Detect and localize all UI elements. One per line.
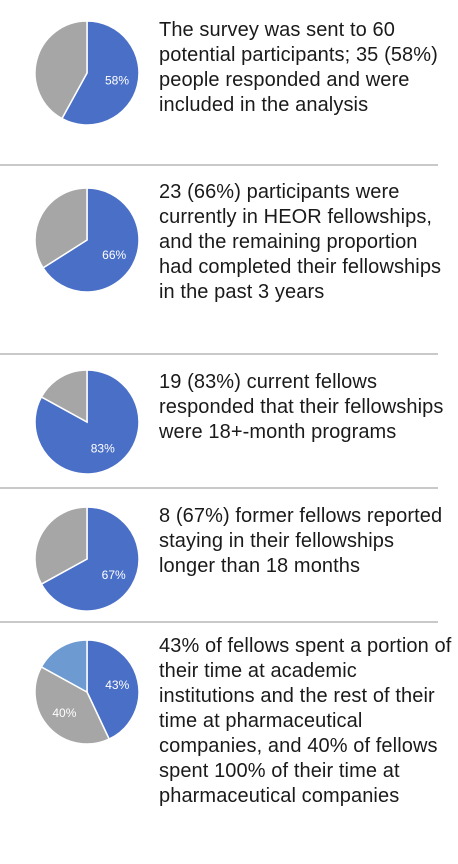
- pie-slice: [34, 506, 88, 586]
- pie-slice: [86, 639, 140, 741]
- pie-slice-label: 40%: [52, 706, 76, 720]
- pie-slice: [40, 369, 88, 424]
- pie-chart-program-length: 83%: [34, 369, 140, 475]
- row-divider: [0, 164, 438, 166]
- pie-chart-current-fellows: 66%: [34, 187, 140, 293]
- pie-slice: [34, 187, 88, 269]
- pie-slice-label: 67%: [102, 568, 126, 582]
- stat-text-current-fellows: 23 (66%) participants were currently in …: [159, 181, 442, 303]
- stat-text-former-fellows: 8 (67%) former fellows reported staying …: [159, 505, 443, 577]
- pie-slice: [60, 20, 140, 126]
- row-divider: [0, 621, 438, 623]
- pie-slice-label: 43%: [105, 678, 129, 692]
- pie-slice: [40, 639, 88, 694]
- row-divider: [0, 487, 438, 489]
- pie-slice-label: 58%: [105, 74, 129, 88]
- pie-slice-label: 83%: [91, 442, 115, 456]
- pie-slice-label: 66%: [102, 248, 126, 262]
- pie-slice: [34, 665, 111, 745]
- pie-chart-former-fellows: 67%: [34, 506, 140, 612]
- stat-text-program-length: 19 (83%) current fellows responded that …: [159, 371, 444, 443]
- row-divider: [0, 353, 438, 355]
- pie-slice: [40, 506, 140, 612]
- pie-chart-time-split: 43% 40%: [34, 639, 140, 745]
- pie-chart-response-rate: 58%: [34, 20, 140, 126]
- stat-text-time-split: 43% of fellows spent a portion of their …: [159, 635, 452, 807]
- stat-text-response-rate: The survey was sent to 60 potential part…: [159, 19, 438, 116]
- pie-slice: [42, 187, 140, 293]
- pie-slice: [34, 20, 88, 120]
